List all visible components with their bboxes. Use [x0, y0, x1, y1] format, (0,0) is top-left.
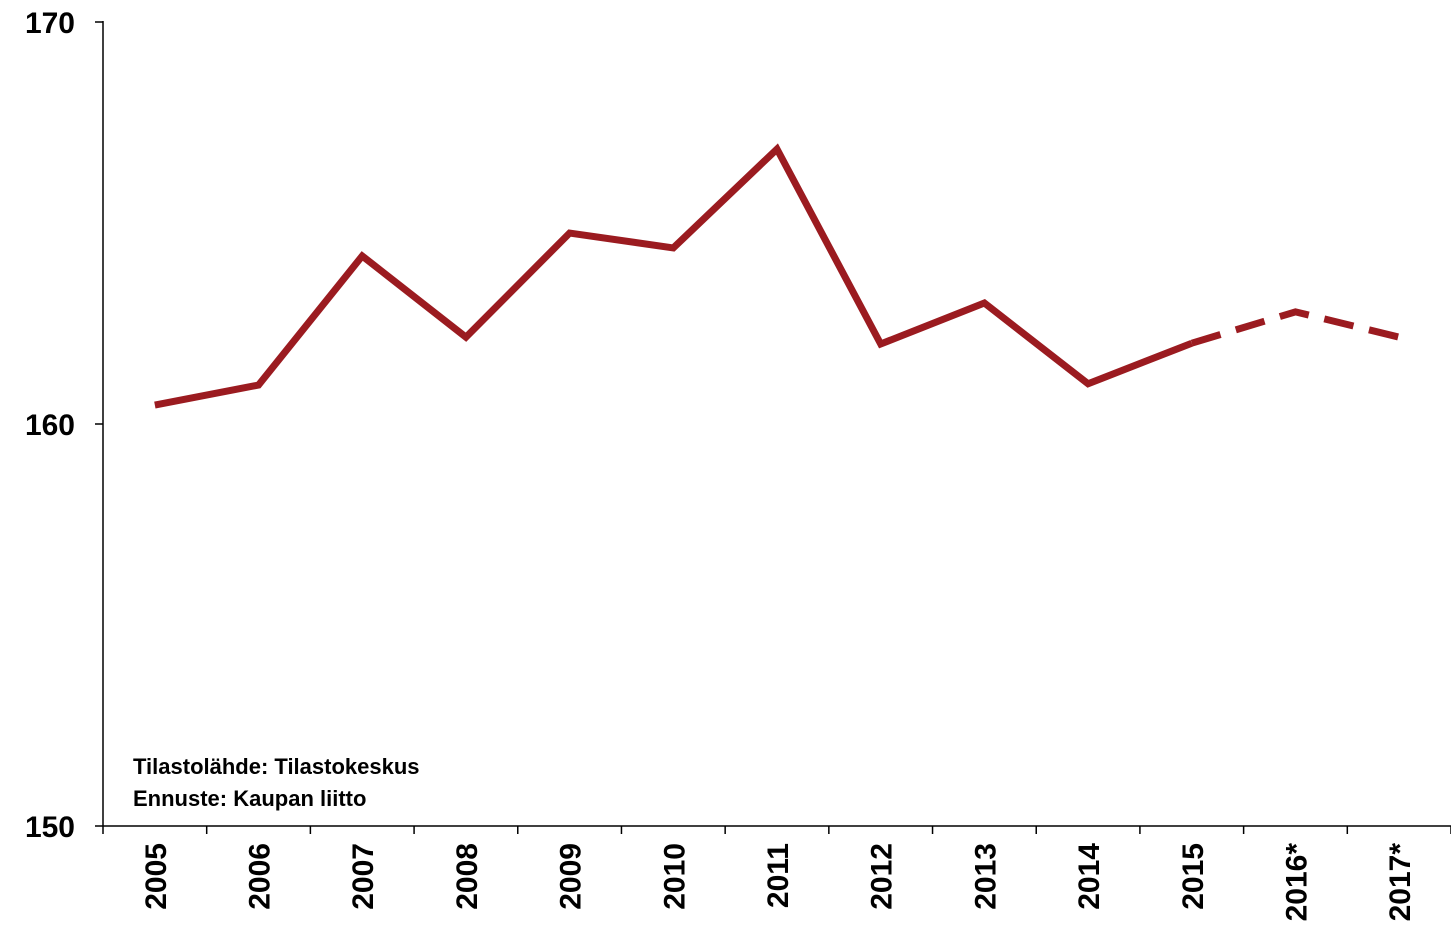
line-series	[1190, 308, 1400, 347]
x-tick-label: 2016*	[1280, 843, 1313, 922]
x-tick-label: 2015	[1177, 843, 1210, 910]
y-tick-label: 170	[25, 7, 75, 40]
x-tick-label: 2012	[866, 843, 899, 910]
x-tick-label: 2006	[244, 843, 277, 910]
x-tick-label: 2017*	[1384, 843, 1417, 922]
annotation: Tilastolähde: Tilastokeskus	[133, 754, 420, 779]
x-tick-label: 2011	[762, 843, 795, 908]
x-tick-label: 2010	[658, 843, 691, 910]
y-tick-label: 160	[25, 409, 75, 442]
x-tick-label: 2009	[555, 843, 588, 910]
annotation: Ennuste: Kaupan liitto	[133, 786, 366, 811]
line-series	[154, 143, 1194, 409]
x-tick-label: 2008	[451, 843, 484, 910]
x-tick-label: 2014	[1073, 843, 1106, 910]
y-tick-label: 150	[25, 811, 75, 844]
x-tick-label: 2007	[347, 843, 380, 910]
x-tick-label: 2005	[140, 843, 173, 910]
x-tick-label: 2013	[969, 843, 1002, 910]
